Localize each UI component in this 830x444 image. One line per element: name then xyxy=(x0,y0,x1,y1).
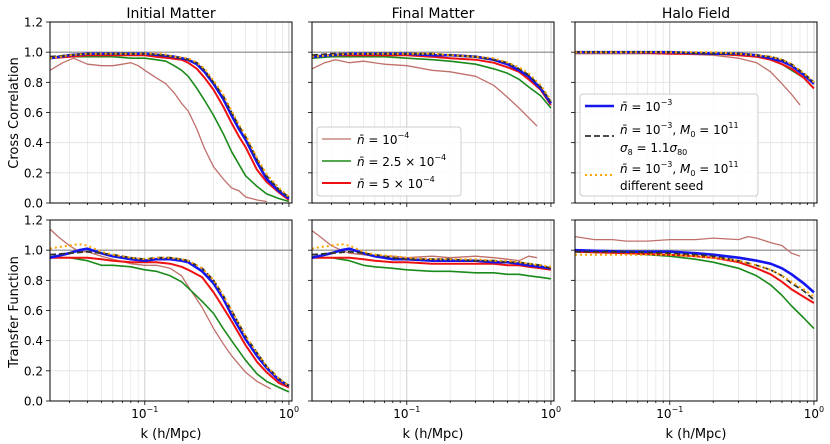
legend-label-n1e-3-s8-line2: σ8 = 1.1σ80 xyxy=(620,141,687,157)
series-line-n5e-4 xyxy=(574,250,815,304)
y-tick-label: 0.4 xyxy=(24,136,43,150)
x-tick-label: 10−1 xyxy=(393,405,420,421)
y-tick-label: 1.2 xyxy=(24,16,43,30)
series-line-n1e-3_M0_seed xyxy=(49,52,290,198)
y-tick-label: 1.0 xyxy=(24,244,43,258)
x-tick-label: 100 xyxy=(804,405,824,421)
y-tick-label: 0.8 xyxy=(24,274,43,288)
series-line-n1e-3_M0_seed xyxy=(49,243,290,387)
series-line-n1e-3_M0_seed xyxy=(311,52,552,101)
y-tick-label: 0.2 xyxy=(24,364,43,378)
column-title-halo-field: Halo Field xyxy=(662,6,730,22)
y-tick-label: 0.2 xyxy=(24,166,43,180)
series-line-n1e-4 xyxy=(311,59,538,127)
xlabel-halo: k (h/Mpc) xyxy=(665,427,726,442)
legend-density-frame xyxy=(316,126,462,197)
panel-frame xyxy=(574,219,818,402)
x-tick-label: 100 xyxy=(279,405,299,421)
y-tick-label: 0.0 xyxy=(24,197,43,211)
series-line-n2.5e-4 xyxy=(312,256,552,280)
y-tick-label: 0.0 xyxy=(24,395,43,409)
panel-halo-transfer: 10−1 100 xyxy=(571,219,824,421)
xlabel-initial: k (h/Mpc) xyxy=(140,427,201,442)
series-line-n2.5e-4 xyxy=(575,51,815,89)
series-line-n1e-3_M0_s8 xyxy=(575,51,815,83)
x-tick-label: 100 xyxy=(541,405,561,421)
series-line-n1e-3_M0_seed xyxy=(575,253,815,298)
panels-group: 0.0 0.2 0.4 0.6 0.8 1.0 1.2 0.0 0.2 0.4 0.6 0.8 1.0 1… xyxy=(24,16,824,422)
panel-frame xyxy=(574,21,818,204)
panel-frame xyxy=(49,219,293,402)
legend-label-n2.5e-4: n̄ = 2.5 × 10−4 xyxy=(357,153,446,169)
y-tick-label: 1.0 xyxy=(24,46,43,60)
y-tick-label: 0.6 xyxy=(24,304,43,318)
series-line-n1e-3 xyxy=(49,52,290,200)
series-line-n2.5e-4 xyxy=(49,55,290,203)
series-line-n2.5e-4 xyxy=(574,250,815,330)
series-line-n1e-4 xyxy=(311,230,538,262)
legend-halo-frame xyxy=(579,93,759,197)
series-line-n1e-3 xyxy=(49,247,290,388)
panel-final-transfer: 10−1 100 xyxy=(308,219,561,421)
series-line-n1e-3_M0_seed xyxy=(575,51,815,84)
column-title-final-matter: Final Matter xyxy=(392,6,475,22)
y-tick-label: 0.4 xyxy=(24,334,43,348)
legend-halo: n̄ = 10−3 n̄ = 10−3, M0 = 1011 σ8 = 1.1σ… xyxy=(579,93,759,197)
series-line-n1e-4 xyxy=(49,57,267,203)
series-line-n5e-4 xyxy=(312,256,552,271)
series-line-n5e-4 xyxy=(575,51,815,90)
ylabel-transfer-function: Transfer Function xyxy=(7,256,22,369)
column-title-initial-matter: Initial Matter xyxy=(126,6,215,22)
legend-label-n1e-4: n̄ = 10−4 xyxy=(357,131,409,147)
series-line-n5e-4 xyxy=(50,256,290,389)
x-tick-label: 10−1 xyxy=(656,405,683,421)
legend-density: n̄ = 10−4 n̄ = 2.5 × 10−4 n̄ = 5 × 10−4 xyxy=(316,126,462,197)
series-line-n1e-3 xyxy=(311,52,552,105)
y-tick-label: 0.8 xyxy=(24,76,43,90)
series-line-n2.5e-4 xyxy=(50,256,290,393)
series-line-n1e-3 xyxy=(311,247,552,270)
legend-label-n1e-3-seed-line2: different seed xyxy=(620,179,703,193)
series-line-n5e-4 xyxy=(311,54,552,106)
legend-label-n1e-3-s8-line1: n̄ = 10−3, M0 = 1011 xyxy=(620,121,739,139)
panel-initial-transfer: 0.0 0.2 0.4 0.6 0.8 1.0 1.2 10−1 100 xyxy=(24,214,299,422)
legend-label-n1e-3: n̄ = 10−3 xyxy=(620,98,672,114)
panel-frame xyxy=(311,219,555,402)
series-line-n1e-3 xyxy=(574,248,815,294)
series-line-n1e-4 xyxy=(49,228,272,390)
xlabel-final: k (h/Mpc) xyxy=(402,427,463,442)
series-line-n2.5e-4 xyxy=(311,55,552,109)
series-line-n1e-4 xyxy=(574,235,801,257)
series-line-n5e-4 xyxy=(49,54,290,201)
series-line-n1e-3_M0_s8 xyxy=(49,250,290,387)
panel-final-cross xyxy=(308,21,555,207)
panel-frame xyxy=(49,21,293,204)
series-line-n1e-3_M0_seed xyxy=(311,243,552,268)
x-tick-label: 10−1 xyxy=(131,405,158,421)
panel-frame xyxy=(311,21,555,204)
legend-label-n5e-4: n̄ = 5 × 10−4 xyxy=(357,175,435,191)
y-tick-label: 0.6 xyxy=(24,106,43,120)
ylabel-cross-correlation: Cross Correlation xyxy=(7,57,22,168)
panel-initial-cross: 0.0 0.2 0.4 0.6 0.8 1.0 1.2 xyxy=(24,16,293,211)
series-line-n1e-3_M0_s8 xyxy=(311,52,552,103)
series-line-n1e-3_M0_s8 xyxy=(575,250,815,301)
legend-label-n1e-3-seed-line1: n̄ = 10−3, M0 = 1011 xyxy=(620,160,739,178)
y-tick-label: 1.2 xyxy=(24,214,43,228)
series-line-n1e-3_M0_s8 xyxy=(49,52,290,198)
